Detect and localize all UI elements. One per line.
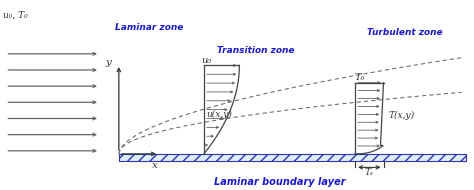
Text: Transition zone: Transition zone <box>217 46 295 55</box>
Text: y: y <box>106 58 111 67</box>
Polygon shape <box>119 154 466 161</box>
Text: Turbulent zone: Turbulent zone <box>367 28 443 37</box>
Text: T(x,y): T(x,y) <box>388 111 414 120</box>
Text: u₀, T₀: u₀, T₀ <box>3 11 28 20</box>
Text: Laminar boundary layer: Laminar boundary layer <box>214 177 345 188</box>
Text: u(x,y): u(x,y) <box>206 110 232 119</box>
Text: u₀: u₀ <box>201 56 212 65</box>
Text: x: x <box>152 161 158 170</box>
Text: T₀: T₀ <box>354 73 365 82</box>
Text: Tₛ: Tₛ <box>365 168 374 177</box>
Text: Laminar zone: Laminar zone <box>115 23 184 32</box>
